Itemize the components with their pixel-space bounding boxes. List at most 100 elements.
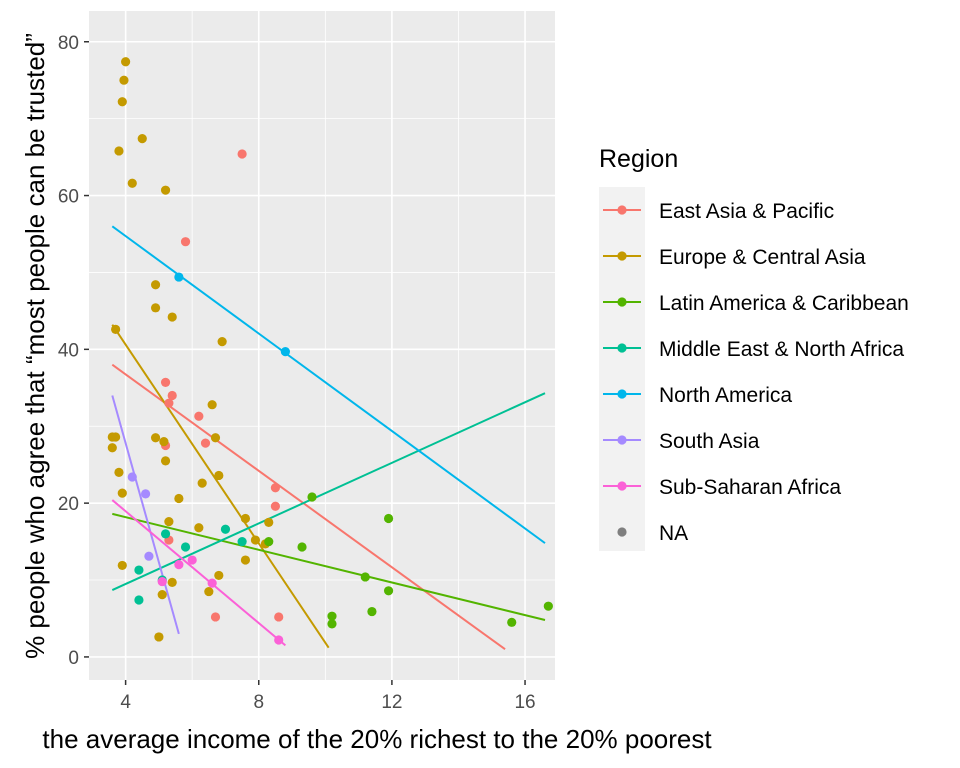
- legend-key-point: [617, 343, 627, 353]
- data-point: [160, 185, 171, 195]
- data-point: [207, 400, 217, 410]
- data-point: [270, 483, 280, 493]
- data-point: [240, 555, 251, 565]
- data-point: [327, 611, 337, 621]
- y-tick-label: 20: [58, 494, 79, 515]
- data-point: [327, 619, 337, 629]
- data-point: [164, 398, 174, 408]
- legend-key-point: [617, 297, 627, 307]
- data-point: [383, 586, 394, 596]
- data-point: [144, 551, 154, 561]
- fit-line: [111, 363, 506, 651]
- y-axis-title: % people who agree that “most people can…: [20, 33, 50, 659]
- data-point: [367, 606, 377, 617]
- data-point: [174, 493, 184, 504]
- legend-label: South Asia: [659, 430, 760, 453]
- legend-key-point: [617, 389, 627, 399]
- x-tick-label: 12: [381, 692, 402, 713]
- legend: Region East Asia & Pacific Europe & Centr…: [599, 145, 909, 551]
- data-point: [127, 178, 137, 188]
- x-tick-label: 4: [120, 692, 131, 713]
- fit-line: [111, 499, 287, 647]
- data-point: [160, 456, 171, 466]
- fit-line: [111, 395, 180, 635]
- data-point: [157, 590, 167, 600]
- fit-line: [111, 225, 546, 544]
- data-point: [507, 617, 517, 627]
- legend-key-background: [599, 187, 645, 551]
- data-point: [240, 513, 251, 524]
- grid-major: [89, 11, 555, 680]
- data-point: [159, 437, 169, 447]
- panel-background: [89, 11, 555, 680]
- data-point: [140, 489, 151, 499]
- legend-label: Middle East & North Africa: [659, 338, 904, 361]
- data-point: [180, 237, 191, 247]
- data-point: [264, 536, 274, 547]
- data-point: [134, 565, 144, 575]
- legend-label: North America: [659, 384, 792, 407]
- legend-label: NA: [659, 522, 688, 545]
- data-point: [307, 492, 317, 502]
- data-point: [200, 438, 211, 448]
- data-point: [117, 560, 127, 571]
- data-point: [207, 578, 217, 588]
- x-tick-label: 16: [514, 692, 535, 713]
- x-tick-label: 8: [253, 692, 264, 713]
- data-points: [107, 57, 553, 645]
- data-point: [117, 97, 127, 107]
- data-point: [121, 57, 131, 67]
- data-point: [210, 612, 221, 622]
- data-point: [117, 488, 127, 498]
- legend-key-point: [617, 527, 627, 537]
- data-point: [137, 134, 147, 144]
- data-point: [150, 433, 161, 443]
- data-point: [167, 312, 177, 322]
- data-point: [160, 377, 171, 388]
- legend-key-point: [617, 481, 627, 491]
- data-point: [150, 303, 161, 313]
- data-point: [210, 433, 221, 443]
- data-point: [127, 472, 137, 482]
- data-point: [270, 501, 280, 511]
- data-point: [274, 612, 284, 622]
- legend-key-point: [617, 435, 627, 445]
- data-point: [280, 347, 290, 357]
- data-point: [174, 272, 184, 282]
- data-point: [214, 470, 224, 481]
- data-point: [111, 432, 121, 442]
- x-axis-title: the average income of the 20% richest to…: [42, 724, 712, 754]
- data-point: [220, 524, 231, 534]
- data-point: [194, 523, 204, 533]
- data-point: [197, 478, 207, 488]
- data-point: [383, 513, 394, 524]
- data-point: [157, 576, 167, 587]
- legend-key-point: [617, 251, 627, 261]
- legend-label: Sub-Saharan Africa: [659, 476, 841, 499]
- data-point: [264, 517, 274, 527]
- data-point: [150, 280, 161, 290]
- data-point: [167, 390, 177, 401]
- data-point: [174, 560, 184, 570]
- legend-label: Latin America & Caribbean: [659, 292, 909, 315]
- y-axis: 0 20 40 60 80: [58, 33, 89, 669]
- data-point: [187, 555, 197, 565]
- y-tick-label: 80: [58, 33, 79, 54]
- data-point: [543, 601, 553, 611]
- legend-items: East Asia & Pacific Europe & Central Asia…: [603, 200, 909, 545]
- data-point: [114, 467, 124, 477]
- data-point: [154, 632, 164, 642]
- y-tick-label: 40: [58, 340, 79, 361]
- x-axis: 4 8 12 16: [120, 680, 536, 713]
- data-point: [250, 535, 261, 545]
- legend-key-point: [617, 205, 627, 215]
- data-point: [114, 146, 124, 156]
- data-point: [164, 516, 174, 527]
- legend-label: East Asia & Pacific: [659, 200, 834, 223]
- data-point: [360, 572, 370, 582]
- y-tick-label: 60: [58, 187, 79, 208]
- fit-lines: [111, 225, 546, 651]
- data-point: [107, 443, 117, 453]
- y-tick-label: 0: [68, 648, 79, 669]
